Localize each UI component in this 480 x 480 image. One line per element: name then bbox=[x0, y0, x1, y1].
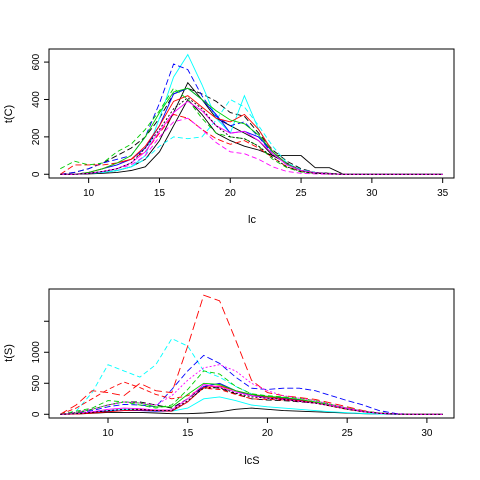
bottom-plot-x-tick-label: 15 bbox=[182, 428, 194, 439]
bottom-plot-x-tick-label: 30 bbox=[421, 428, 433, 439]
top-plot-series-line-7 bbox=[60, 63, 443, 175]
top-plot-x-axis: 10 15 20 25 30 35 bbox=[83, 178, 449, 199]
top-plot-series-line-13 bbox=[60, 117, 443, 175]
top-plot-series-line-3 bbox=[60, 87, 443, 175]
bottom-plot-x-tick-label: 10 bbox=[102, 428, 114, 439]
bottom-plot-y-label: t(S) bbox=[3, 344, 15, 362]
top-plot-x-tick-label: 25 bbox=[296, 188, 308, 199]
bottom-plot-panel: 10 15 20 25 30 0 500 1000 lcS t(S) bbox=[3, 288, 455, 467]
top-plot-x-tick-label: 30 bbox=[366, 188, 378, 199]
top-plot-series-group bbox=[60, 53, 443, 175]
top-plot-panel: 10 15 20 25 30 35 0 200 400 600 lc t(C) bbox=[3, 48, 455, 226]
top-plot-series-line-2 bbox=[60, 81, 443, 175]
bottom-plot-series-line-14 bbox=[60, 387, 443, 415]
top-plot-series-line-9 bbox=[60, 113, 443, 175]
top-plot-series-line-1 bbox=[60, 98, 443, 175]
bottom-plot-y-tick-label: 0 bbox=[31, 411, 42, 417]
bottom-plot-series-group bbox=[59, 294, 443, 415]
bottom-plot-series-line-3 bbox=[60, 396, 443, 415]
top-plot-x-tick-label: 10 bbox=[83, 188, 95, 199]
top-plot-series-line-10 bbox=[60, 87, 443, 175]
top-plot-series-line-11 bbox=[60, 87, 443, 175]
top-plot-y-tick-label: 600 bbox=[31, 53, 42, 70]
bottom-plot-series-line-6 bbox=[60, 354, 443, 415]
top-plot-x-tick-label: 20 bbox=[225, 188, 237, 199]
top-plot-frame bbox=[48, 48, 455, 179]
top-plot-y-tick-label: 200 bbox=[31, 128, 42, 145]
top-plot-x-tick-label: 35 bbox=[437, 188, 449, 199]
bottom-plot-x-tick-label: 20 bbox=[262, 428, 274, 439]
top-plot-series-line-6 bbox=[60, 87, 443, 175]
bottom-plot-series-line-8 bbox=[59, 294, 443, 415]
bottom-plot-y-tick-label: 1000 bbox=[31, 341, 42, 364]
top-plot-y-tick-label: 0 bbox=[31, 171, 42, 177]
bottom-plot-frame bbox=[48, 288, 455, 419]
top-plot-y-label: t(C) bbox=[3, 105, 15, 123]
top-plot-x-label: lc bbox=[248, 214, 256, 226]
bottom-plot-y-tick-label: 500 bbox=[31, 375, 42, 392]
bottom-plot-y-axis: 0 500 1000 bbox=[31, 320, 49, 417]
top-plot-x-tick-label: 15 bbox=[154, 188, 166, 199]
top-plot-series-line-14 bbox=[60, 97, 443, 175]
bottom-plot-x-label: lcS bbox=[244, 455, 259, 467]
top-plot-series-line-4 bbox=[60, 53, 443, 175]
top-plot-y-axis: 0 200 400 600 bbox=[31, 53, 49, 177]
bottom-plot-x-tick-label: 25 bbox=[342, 428, 354, 439]
top-plot-y-tick-label: 400 bbox=[31, 91, 42, 108]
bottom-plot-x-axis: 10 15 20 25 30 bbox=[102, 418, 433, 439]
bottom-plot-series-line-13 bbox=[60, 364, 443, 415]
